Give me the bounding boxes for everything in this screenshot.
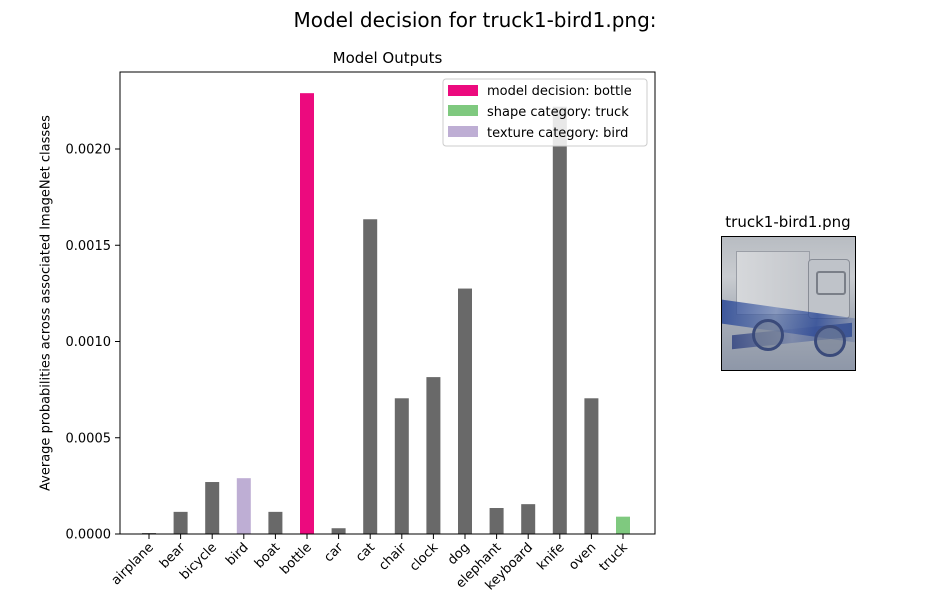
bar-elephant bbox=[489, 508, 504, 534]
y-tick-label: 0.0000 bbox=[66, 528, 112, 543]
axes-frame bbox=[119, 71, 656, 535]
bars-group bbox=[142, 93, 630, 535]
legend-swatch-shape-category bbox=[448, 105, 478, 116]
x-tick-label-dog: dog bbox=[445, 540, 473, 568]
bar-cat bbox=[363, 219, 378, 534]
bar-chair bbox=[394, 398, 409, 534]
bar-oven bbox=[584, 398, 599, 534]
bar-boat bbox=[268, 511, 283, 534]
bar-knife bbox=[552, 106, 567, 535]
y-tick-label: 0.0020 bbox=[66, 143, 112, 158]
legend-label-shape-category: shape category: truck bbox=[487, 105, 629, 120]
y-tick-label: 0.0005 bbox=[66, 431, 112, 446]
legend: model decision: bottle shape category: t… bbox=[442, 78, 648, 147]
thumbnail-wheel bbox=[752, 319, 784, 351]
x-tick-label-bottle: bottle bbox=[277, 540, 314, 577]
x-tick-label-clock: clock bbox=[407, 540, 442, 575]
bar-car bbox=[331, 528, 346, 534]
x-tick-label-chair: chair bbox=[376, 540, 410, 574]
legend-label-texture-category: texture category: bird bbox=[487, 126, 628, 141]
legend-box bbox=[442, 78, 648, 147]
bar-bottle bbox=[300, 93, 314, 535]
x-tick-label-oven: oven bbox=[566, 540, 599, 573]
x-tick-label-cat: cat bbox=[353, 540, 378, 565]
x-tick-label-airplane: airplane bbox=[109, 540, 157, 588]
x-tick-label-truck: truck bbox=[597, 540, 632, 575]
legend-swatch-model-decision bbox=[448, 85, 478, 96]
legend-label-model-decision: model decision: bottle bbox=[487, 84, 632, 99]
thumbnail-wheel bbox=[814, 325, 846, 357]
bar-truck bbox=[616, 516, 630, 534]
chart-title: Model Outputs bbox=[332, 49, 443, 67]
x-tick-label-bird: bird bbox=[223, 540, 251, 568]
bar-bird bbox=[236, 478, 251, 534]
x-tick-label-car: car bbox=[321, 540, 347, 566]
thumbnail-title: truck1-bird1.png bbox=[725, 213, 851, 231]
stimulus-thumbnail bbox=[721, 236, 856, 371]
bar-clock bbox=[426, 377, 441, 534]
y-tick-label: 0.0010 bbox=[66, 335, 112, 350]
thumbnail-truck-cab bbox=[808, 259, 850, 319]
figure-title: Model decision for truck1-bird1.png: bbox=[293, 8, 657, 32]
legend-swatch-texture-category bbox=[448, 126, 478, 137]
thumbnail-truck-grill bbox=[816, 271, 846, 295]
bar-keyboard bbox=[521, 504, 536, 534]
y-tick-label: 0.0015 bbox=[66, 239, 112, 254]
x-tick-label-knife: knife bbox=[534, 540, 567, 573]
bar-bear bbox=[173, 511, 188, 534]
bar-dog bbox=[458, 288, 472, 534]
bar-bicycle bbox=[205, 482, 220, 534]
y-ticks-group: 0.0000 0.0005 0.0010 0.0015 0.0020 bbox=[66, 143, 120, 543]
